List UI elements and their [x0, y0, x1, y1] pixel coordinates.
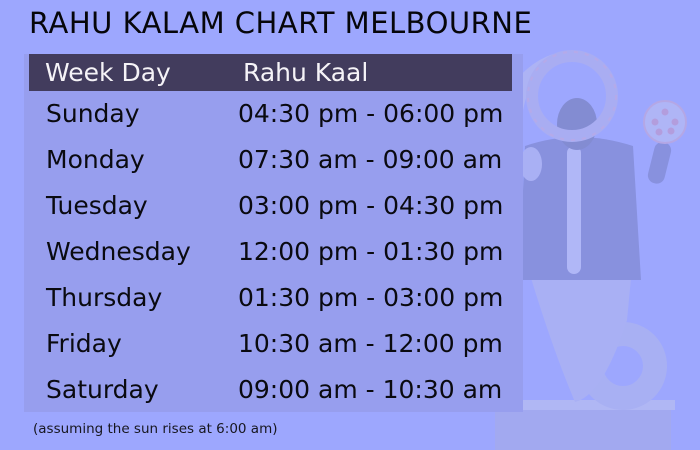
sunrise-assumption-note: (assuming the sun rises at 6:00 am)	[33, 421, 278, 437]
time-value: 12:00 pm - 01:30 pm	[238, 237, 504, 266]
day-label: Thursday	[46, 282, 163, 312]
header-week-day: Week Day	[45, 58, 171, 87]
day-label: Sunday	[46, 99, 140, 129]
time-value: 01:30 pm - 03:00 pm	[238, 282, 504, 312]
page-title: RAHU KALAM CHART MELBOURNE	[29, 6, 533, 40]
torso-icon	[519, 137, 641, 280]
table-row: Friday 10:30 am - 12:00 pm	[24, 320, 523, 366]
table-header-row: Week Day Rahu Kaal	[29, 54, 512, 91]
day-label: Monday	[46, 145, 145, 175]
garland-icon	[567, 146, 581, 274]
halo-icon	[526, 50, 618, 142]
table-row: Thursday 01:30 pm - 03:00 pm	[24, 274, 523, 320]
pedestal-icon	[495, 408, 671, 450]
header-rahu-kaal: Rahu Kaal	[243, 58, 369, 87]
rahu-statue-watermark-icon	[495, 50, 687, 450]
disc-icon	[643, 100, 687, 144]
day-label: Wednesday	[46, 237, 191, 266]
table-row: Saturday 09:00 am - 10:30 am	[24, 366, 523, 412]
table-body: Sunday 04:30 pm - 06:00 pm Monday 07:30 …	[24, 91, 523, 412]
rahu-kalam-table: Week Day Rahu Kaal Sunday 04:30 pm - 06:…	[24, 54, 523, 412]
time-value: 07:30 am - 09:00 am	[238, 145, 503, 175]
time-value: 03:00 pm - 04:30 pm	[238, 191, 504, 221]
table-row: Monday 07:30 am - 09:00 am	[24, 137, 523, 183]
time-value: 04:30 pm - 06:00 pm	[238, 99, 504, 129]
day-label: Tuesday	[46, 191, 148, 221]
day-label: Saturday	[46, 374, 159, 404]
table-row: Wednesday 12:00 pm - 01:30 pm	[24, 229, 523, 275]
time-value: 10:30 am - 12:00 pm	[238, 328, 503, 358]
table-row: Sunday 04:30 pm - 06:00 pm	[24, 91, 523, 137]
day-label: Friday	[46, 328, 122, 358]
serpent-body-icon	[531, 278, 631, 402]
palm-icon	[520, 147, 542, 181]
serpent-coil-icon	[579, 322, 667, 410]
table-row: Tuesday 03:00 pm - 04:30 pm	[24, 183, 523, 229]
head-icon	[557, 98, 597, 150]
time-value: 09:00 am - 10:30 am	[238, 374, 503, 404]
